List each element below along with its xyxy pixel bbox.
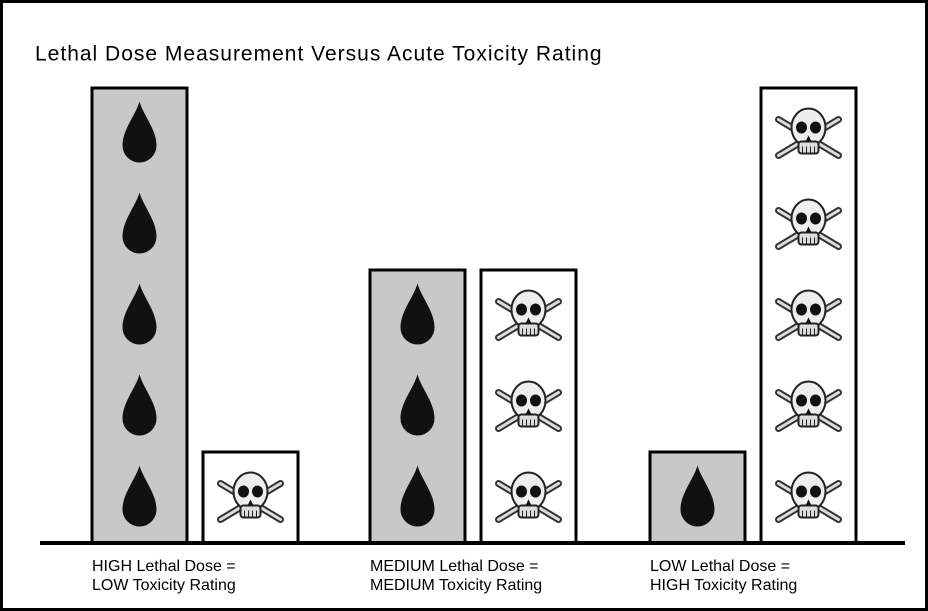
skull-jaw bbox=[799, 415, 819, 427]
skull-eye bbox=[810, 122, 821, 134]
skull-eye bbox=[530, 486, 541, 498]
skull-eye bbox=[238, 486, 249, 498]
category-label: HIGH Lethal Dose = bbox=[92, 558, 236, 575]
skull-eye bbox=[796, 213, 807, 225]
skull-eye bbox=[516, 304, 527, 316]
skull-jaw bbox=[799, 142, 819, 154]
skull-eye bbox=[530, 304, 541, 316]
skull-eye bbox=[796, 304, 807, 316]
skull-jaw bbox=[799, 506, 819, 518]
skull-eye bbox=[810, 395, 821, 407]
skull-eye bbox=[796, 122, 807, 134]
chart: Lethal Dose Measurement Versus Acute Tox… bbox=[0, 0, 928, 611]
skull-jaw bbox=[519, 324, 539, 336]
category-label: MEDIUM Lethal Dose = bbox=[370, 558, 539, 575]
skull-jaw bbox=[519, 415, 539, 427]
category-label: LOW Toxicity Rating bbox=[92, 577, 236, 594]
chart-title: Lethal Dose Measurement Versus Acute Tox… bbox=[35, 43, 603, 66]
skull-eye bbox=[530, 395, 541, 407]
skull-jaw bbox=[799, 324, 819, 336]
skull-eye bbox=[516, 395, 527, 407]
skull-jaw bbox=[241, 506, 261, 518]
skull-eye bbox=[810, 304, 821, 316]
skull-eye bbox=[810, 213, 821, 225]
skull-eye bbox=[796, 486, 807, 498]
skull-jaw bbox=[799, 233, 819, 245]
skull-eye bbox=[516, 486, 527, 498]
category-label: LOW Lethal Dose = bbox=[650, 558, 790, 575]
skull-eye bbox=[796, 395, 807, 407]
skull-eye bbox=[810, 486, 821, 498]
skull-jaw bbox=[519, 506, 539, 518]
category-label: HIGH Toxicity Rating bbox=[650, 577, 797, 594]
skull-eye bbox=[252, 486, 263, 498]
category-label: MEDIUM Toxicity Rating bbox=[370, 577, 542, 594]
